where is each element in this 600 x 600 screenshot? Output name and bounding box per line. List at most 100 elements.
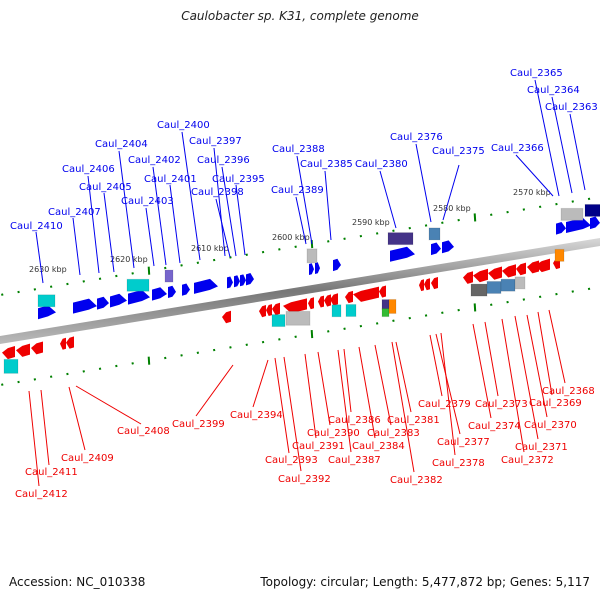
scale-ticks [1, 197, 591, 386]
reverse-gene-arrow [353, 286, 379, 302]
gene-label[interactable]: Caul_2396 [197, 155, 250, 166]
scale-tick [473, 213, 477, 222]
reverse-gene-arrow [2, 346, 15, 360]
scale-tick [359, 324, 363, 328]
scale-tick [441, 221, 444, 225]
cog-box [306, 248, 318, 264]
gene-label[interactable]: Caul_2390 [307, 428, 360, 439]
scale-tick [424, 314, 428, 317]
label-leader-line [35, 231, 44, 284]
gene-label[interactable]: Caul_2373 [475, 399, 528, 410]
scale-tick [98, 277, 102, 280]
gene-label[interactable]: Caul_2411 [25, 467, 78, 478]
gene-label[interactable]: Caul_2382 [390, 475, 443, 486]
gene-label[interactable]: Caul_2385 [300, 159, 353, 170]
gene-label[interactable]: Caul_2365 [510, 68, 563, 79]
gene-label[interactable]: Caul_2383 [367, 428, 420, 439]
gene-label[interactable]: Caul_2378 [432, 458, 485, 469]
label-leader-line [145, 207, 155, 267]
scale-tick [33, 378, 37, 381]
gene-label[interactable]: Caul_2363 [545, 102, 598, 113]
gene-label[interactable]: Caul_2410 [10, 221, 63, 232]
cog-box [381, 308, 390, 318]
scale-tick [115, 364, 118, 368]
gene-label[interactable]: Caul_2374 [468, 421, 521, 432]
forward-gene-arrow [194, 278, 218, 294]
gene-label[interactable]: Caul_2366 [491, 143, 544, 154]
gene-label[interactable]: Caul_2386 [328, 415, 381, 426]
label-leader-line [337, 349, 352, 453]
gene-label[interactable]: Caul_2384 [352, 441, 405, 452]
reverse-gene-arrow [502, 264, 516, 278]
gene-label[interactable]: Caul_2387 [328, 455, 381, 466]
cog-box [514, 276, 526, 290]
scale-tick [457, 218, 460, 222]
scale-tick [343, 237, 346, 241]
gene-label[interactable]: Caul_2398 [191, 187, 244, 198]
gene-label[interactable]: Caul_2401 [144, 174, 197, 185]
gene-label[interactable]: Caul_2364 [527, 85, 580, 96]
gene-label[interactable]: Caul_2404 [95, 139, 148, 150]
forward-gene-arrow [590, 216, 600, 230]
reverse-gene-arrow [318, 295, 324, 308]
forward-gene-arrow [442, 240, 454, 254]
cog-box [164, 269, 174, 283]
reverse-gene-arrow [222, 310, 231, 324]
scale-tick [261, 250, 265, 254]
label-leader-line [415, 143, 432, 223]
label-leader-line [118, 150, 135, 269]
gene-label[interactable]: Caul_2377 [437, 437, 490, 448]
label-leader-line [72, 217, 81, 276]
gene-label[interactable]: Caul_2406 [62, 164, 115, 175]
gene-label[interactable]: Caul_2392 [278, 474, 331, 485]
scale-label: 2580 kbp [433, 204, 471, 213]
scale-tick [196, 351, 200, 354]
gene-label[interactable]: Caul_2389 [271, 185, 324, 196]
gene-label[interactable]: Caul_2402 [128, 155, 181, 166]
reverse-gene-arrow [431, 276, 438, 290]
gene-label[interactable]: Caul_2375 [432, 146, 485, 157]
gene-label[interactable]: Caul_2372 [501, 455, 554, 466]
label-leader-line [429, 334, 443, 397]
forward-gene-arrow [315, 262, 320, 275]
scale-tick [555, 292, 558, 296]
gene-label[interactable]: Caul_2381 [387, 415, 440, 426]
gene-label[interactable]: Caul_2403 [121, 196, 174, 207]
accession-label: Accession: NC_010338 [9, 575, 146, 589]
scale-tick [587, 197, 591, 201]
forward-gene-arrow [38, 305, 56, 320]
label-leader-line [501, 318, 525, 453]
gene-label[interactable]: Caul_2399 [172, 419, 225, 430]
gene-label[interactable]: Caul_2409 [61, 453, 114, 464]
label-leader-line [252, 359, 269, 408]
gene-label[interactable]: Caul_2369 [529, 398, 582, 409]
gene-label[interactable]: Caul_2393 [265, 455, 318, 466]
gene-label[interactable]: Caul_2370 [524, 420, 577, 431]
cog-box [470, 283, 488, 297]
label-leader-line [295, 196, 307, 245]
gene-label[interactable]: Caul_2371 [515, 442, 568, 453]
scale-tick [229, 346, 232, 349]
gene-label[interactable]: Caul_2407 [48, 207, 101, 218]
gene-label[interactable]: Caul_2380 [355, 159, 408, 170]
gene-label[interactable]: Caul_2368 [542, 386, 595, 397]
gene-label[interactable]: Caul_2412 [15, 489, 68, 500]
gene-label[interactable]: Caul_2388 [272, 144, 325, 155]
scale-tick [522, 298, 526, 301]
scale-tick [131, 362, 134, 365]
scale-tick [490, 303, 493, 307]
gene-label[interactable]: Caul_2397 [189, 136, 242, 147]
gene-label[interactable]: Caul_2391 [292, 441, 345, 452]
label-leader-line [534, 79, 560, 197]
gene-label[interactable]: Caul_2405 [79, 182, 132, 193]
gene-label[interactable]: Caul_2394 [230, 410, 283, 421]
gene-label[interactable]: Caul_2408 [117, 426, 170, 437]
gene-label[interactable]: Caul_2379 [418, 399, 471, 410]
gene-label[interactable]: Caul_2376 [390, 132, 443, 143]
cog-box [500, 278, 516, 292]
label-leader-line [40, 389, 50, 466]
gene-label[interactable]: Caul_2395 [212, 174, 265, 185]
gene-label[interactable]: Caul_2400 [157, 120, 210, 131]
label-leader-line [235, 184, 246, 256]
